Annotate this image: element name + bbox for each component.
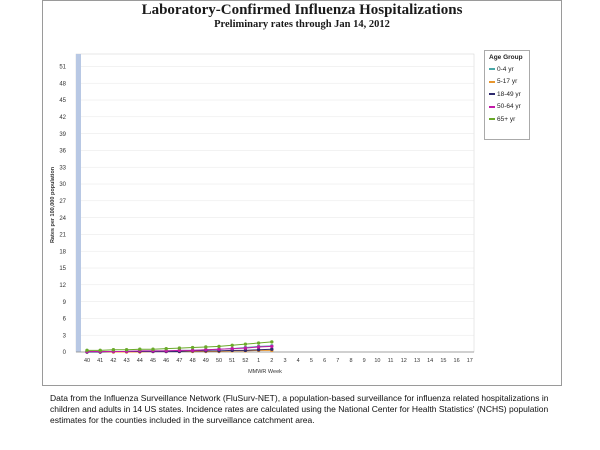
- x-tick-label: 43: [124, 358, 130, 364]
- data-point: [243, 342, 248, 346]
- data-point: [230, 343, 234, 347]
- y-tick-label: 15: [59, 266, 66, 272]
- data-point: [256, 345, 261, 349]
- x-tick-label: 49: [203, 358, 209, 364]
- left-band: [76, 54, 81, 352]
- x-tick-label: 3: [283, 358, 286, 364]
- x-tick-label: 45: [150, 358, 156, 364]
- data-point: [85, 348, 89, 353]
- data-point: [190, 348, 195, 353]
- data-point: [256, 341, 261, 345]
- y-axis-title: Rates per 100,000 population: [50, 166, 56, 243]
- x-tick-label: 8: [349, 358, 352, 364]
- x-tick-label: 40: [84, 358, 90, 364]
- data-point: [217, 344, 221, 349]
- x-tick-label: 41: [97, 358, 103, 364]
- y-tick-label: 30: [59, 182, 66, 188]
- data-point: [151, 347, 155, 351]
- data-point: [243, 346, 248, 350]
- data-point: [190, 345, 195, 350]
- y-tick-label: 33: [59, 165, 66, 171]
- chart-title: Laboratory-Confirmed Influenza Hospitali…: [141, 2, 463, 18]
- x-tick-label: 14: [427, 358, 433, 364]
- x-tick-label: 44: [137, 358, 143, 364]
- x-tick-label: 48: [190, 358, 196, 364]
- x-tick-label: 1: [257, 358, 260, 364]
- x-tick-label: 2: [270, 358, 273, 364]
- y-tick-label: 27: [59, 199, 66, 205]
- legend-item: 65+ yr: [485, 113, 529, 126]
- x-tick-label: 12: [401, 358, 407, 364]
- y-tick-label: 0: [63, 350, 67, 356]
- y-tick-label: 48: [59, 81, 66, 87]
- data-point: [111, 348, 116, 352]
- data-point: [138, 347, 142, 351]
- y-tick-label: 9: [63, 300, 67, 306]
- x-tick-label: 52: [242, 358, 248, 364]
- data-point: [164, 346, 168, 351]
- chart-legend: Age Group 0-4 yr 5-17 yr 18-49 yr 50-64 yr 6…: [484, 50, 530, 140]
- legend-item: 18-49 yr: [485, 88, 529, 101]
- x-tick-label: 10: [374, 358, 380, 364]
- plot-area: [75, 53, 475, 353]
- data-point: [256, 348, 261, 352]
- legend-swatch: [489, 118, 495, 121]
- x-tick-label: 5: [310, 358, 313, 364]
- y-tick-label: 45: [59, 98, 66, 104]
- data-point: [270, 344, 274, 349]
- x-tick-label: 47: [176, 358, 182, 364]
- data-point: [204, 348, 208, 352]
- x-tick-label: 7: [336, 358, 339, 364]
- legend-item: 5-17 yr: [485, 76, 529, 89]
- caption-text: Data from the Influenza Surveillance Net…: [50, 393, 549, 425]
- legend-label: 0-4 yr: [497, 65, 514, 73]
- legend-label: 65+ yr: [497, 115, 516, 123]
- x-tick-label: 42: [110, 358, 116, 364]
- y-tick-label: 36: [59, 149, 66, 155]
- y-tick-label: 39: [59, 132, 66, 138]
- data-point: [217, 347, 221, 351]
- y-tick-label: 6: [63, 317, 67, 323]
- x-tick-label: 13: [414, 358, 420, 364]
- x-tick-label: 15: [440, 358, 446, 364]
- y-tick-label: 21: [59, 233, 66, 239]
- x-tick-label: 16: [454, 358, 460, 364]
- y-tick-label: 3: [63, 333, 67, 339]
- x-tick-label: 17: [467, 358, 473, 364]
- legend-title: Age Group: [489, 54, 523, 61]
- data-point: [204, 345, 208, 349]
- x-tick-label: 9: [363, 358, 366, 364]
- legend-item: 0-4 yr: [485, 63, 529, 76]
- legend-label: 5-17 yr: [497, 78, 518, 86]
- data-point: [230, 346, 234, 351]
- legend-label: 18-49 yr: [497, 90, 521, 98]
- data-point: [124, 348, 129, 352]
- y-tick-label: 24: [59, 216, 66, 222]
- x-tick-label: 46: [163, 358, 169, 364]
- x-tick-label: 4: [297, 358, 300, 364]
- chart-subtitle: Preliminary rates through Jan 14, 2012: [214, 19, 390, 30]
- legend-item: 50-64 yr: [485, 101, 529, 114]
- x-tick-label: 50: [216, 358, 222, 364]
- data-point: [98, 348, 102, 353]
- y-tick-label: 42: [59, 115, 66, 121]
- x-tick-label: 6: [323, 358, 326, 364]
- legend-swatch: [489, 93, 495, 96]
- x-tick-label: 51: [229, 358, 235, 364]
- legend-swatch: [489, 105, 495, 108]
- x-axis-title: MMWR Week: [248, 369, 282, 375]
- y-tick-label: 51: [59, 65, 66, 71]
- y-tick-label: 12: [59, 283, 66, 289]
- legend-swatch: [489, 68, 495, 71]
- legend-label: 50-64 yr: [497, 103, 521, 111]
- x-tick-label: 11: [388, 358, 394, 364]
- data-point: [270, 340, 274, 344]
- data-point: [270, 347, 274, 351]
- data-point: [177, 346, 182, 350]
- y-tick-label: 18: [59, 249, 66, 255]
- legend-swatch: [489, 80, 495, 83]
